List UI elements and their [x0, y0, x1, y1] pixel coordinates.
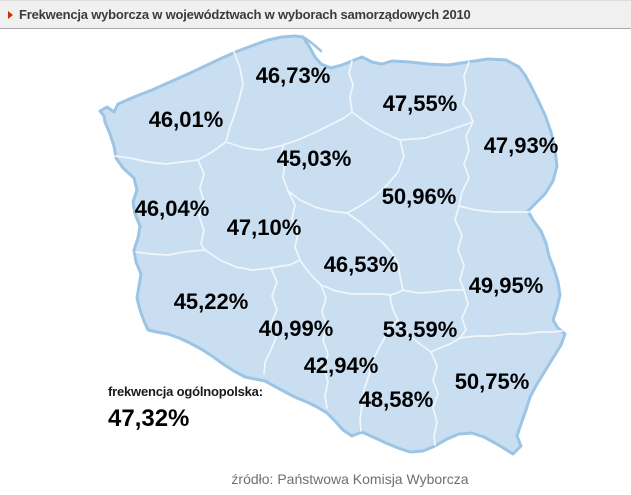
- region-label-mazowieckie: 50,96%: [381, 184, 457, 209]
- region-label-pomorskie: 46,73%: [255, 63, 331, 88]
- region-label-slaskie: 42,94%: [303, 353, 379, 378]
- bullet-arrow-icon: [8, 11, 13, 19]
- region-label-lubelskie: 49,95%: [468, 273, 544, 298]
- page-title: Frekwencja wyborcza w województwach w wy…: [19, 7, 471, 22]
- region-label-malopolskie: 48,58%: [358, 387, 434, 412]
- voivodeship-borders: [114, 51, 563, 446]
- region-label-kujawsko-pomorskie: 45,03%: [276, 146, 352, 171]
- region-label-opolskie: 40,99%: [258, 316, 334, 341]
- region-label-lubuskie: 46,04%: [134, 196, 210, 221]
- national-turnout: frekwencja ogólnopolska: 47,32%: [108, 384, 263, 433]
- region-label-warminsko-mazurskie: 47,55%: [382, 91, 458, 116]
- national-turnout-value: 47,32%: [108, 405, 190, 432]
- region-label-podkarpackie: 50,75%: [454, 369, 530, 394]
- region-label-podlaskie: 47,93%: [483, 133, 559, 158]
- poland-outline: [98, 34, 567, 456]
- page-header: Frekwencja wyborcza w województwach w wy…: [0, 0, 631, 29]
- source-note: źródło: Państwowa Komisja Wyborcza: [231, 471, 469, 487]
- region-label-dolnoslaskie: 45,22%: [173, 289, 249, 314]
- national-turnout-label: frekwencja ogólnopolska:: [108, 384, 263, 399]
- hel-peninsula: [303, 36, 323, 53]
- region-label-lodzkie: 46,53%: [323, 252, 399, 277]
- region-label-zachodniopomorskie: 46,01%: [148, 107, 224, 132]
- region-label-wielkopolskie: 47,10%: [226, 215, 302, 240]
- region-label-swietokrzyskie: 53,59%: [382, 317, 458, 342]
